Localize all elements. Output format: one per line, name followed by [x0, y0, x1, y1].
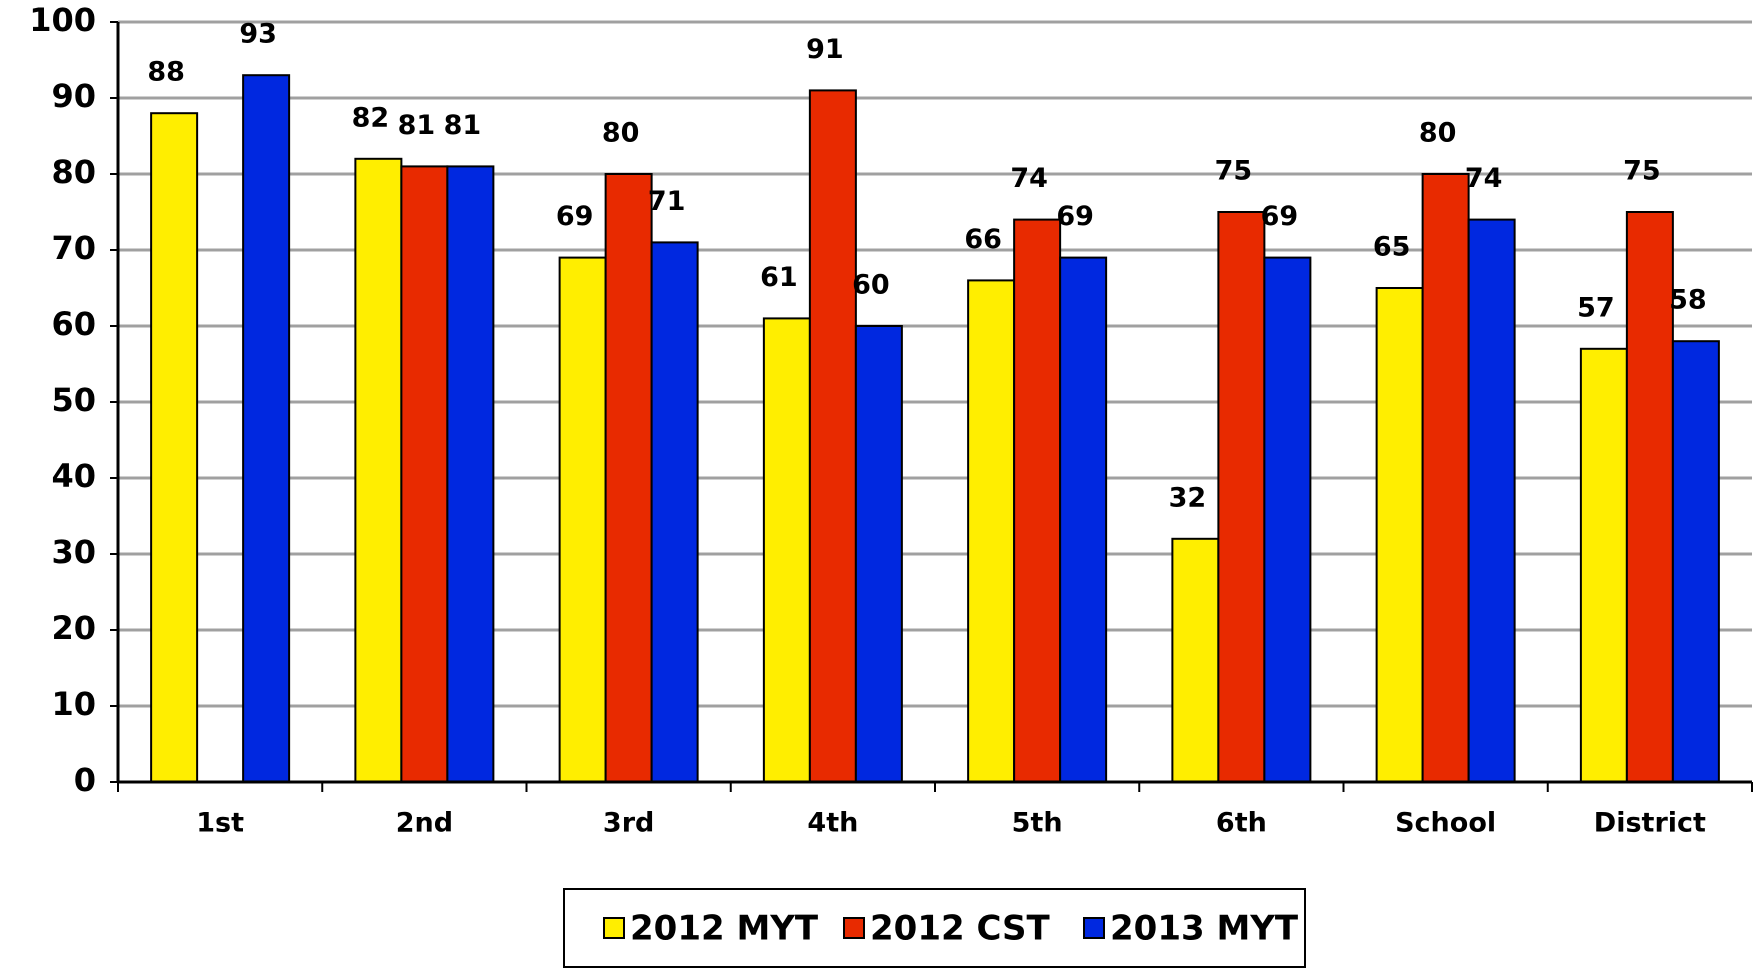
bar	[150, 112, 199, 783]
legend-swatch	[603, 917, 625, 939]
x-tick-label: 1st	[196, 808, 244, 839]
value-label: 74	[1465, 163, 1503, 194]
bar	[242, 74, 291, 783]
legend-swatch	[1083, 917, 1105, 939]
bar	[446, 165, 495, 783]
bar	[1059, 256, 1108, 784]
legend-label: 2013 MYT	[1110, 909, 1299, 949]
value-label: 69	[556, 201, 594, 232]
y-tick-label: 40	[51, 457, 96, 495]
y-tick-label: 20	[51, 609, 96, 647]
x-tick-label: 4th	[807, 808, 858, 839]
y-tick-label: 80	[51, 153, 96, 191]
value-label: 81	[444, 110, 482, 141]
value-label: 66	[964, 224, 1002, 255]
value-label: 71	[648, 186, 686, 217]
value-label: 93	[239, 19, 277, 50]
bar	[1171, 537, 1220, 783]
legend-box	[563, 888, 1306, 968]
bar	[1579, 347, 1628, 783]
bar	[808, 89, 857, 783]
value-label: 75	[1623, 156, 1661, 187]
bar	[400, 165, 449, 783]
bar	[558, 256, 607, 784]
bar	[762, 317, 811, 783]
y-tick-label: 30	[51, 533, 96, 571]
legend-swatch	[843, 917, 865, 939]
y-tick-label: 90	[51, 77, 96, 115]
value-label: 81	[398, 110, 436, 141]
bar	[604, 173, 653, 783]
value-label: 32	[1169, 482, 1207, 513]
value-label: 91	[806, 34, 844, 65]
bar	[1217, 211, 1266, 783]
value-label: 69	[1261, 201, 1299, 232]
value-label: 80	[602, 118, 640, 149]
bar	[1421, 173, 1470, 783]
bar	[1625, 211, 1674, 783]
bar	[1671, 340, 1720, 783]
x-tick-label: School	[1395, 808, 1496, 839]
legend-label: 2012 CST	[870, 909, 1051, 949]
x-tick-label: 3rd	[603, 808, 654, 839]
value-label: 82	[352, 102, 390, 133]
bar	[1467, 218, 1516, 784]
y-tick-label: 70	[51, 229, 96, 267]
value-label: 74	[1010, 163, 1048, 194]
value-label: 88	[147, 57, 185, 88]
x-tick-label: District	[1594, 808, 1706, 839]
bar	[1263, 256, 1312, 784]
value-label: 58	[1669, 285, 1707, 316]
y-tick-label: 100	[29, 1, 96, 39]
bar	[854, 325, 903, 783]
value-label: 80	[1419, 118, 1457, 149]
x-tick-label: 2nd	[396, 808, 453, 839]
y-tick-label: 60	[51, 305, 96, 343]
bar	[354, 157, 403, 784]
value-label: 69	[1056, 201, 1094, 232]
bar	[1013, 218, 1062, 784]
legend-label: 2012 MYT	[630, 909, 819, 949]
value-label: 61	[760, 262, 798, 293]
value-label: 57	[1577, 292, 1615, 323]
bar	[650, 241, 699, 783]
bar	[967, 279, 1016, 783]
x-tick-label: 6th	[1216, 808, 1267, 839]
y-tick-label: 0	[74, 761, 96, 799]
y-tick-label: 50	[51, 381, 96, 419]
value-label: 75	[1215, 156, 1253, 187]
y-tick-label: 10	[51, 685, 96, 723]
value-label: 65	[1373, 232, 1411, 263]
value-label: 60	[852, 270, 890, 301]
bar	[1375, 287, 1424, 783]
x-tick-label: 5th	[1012, 808, 1063, 839]
